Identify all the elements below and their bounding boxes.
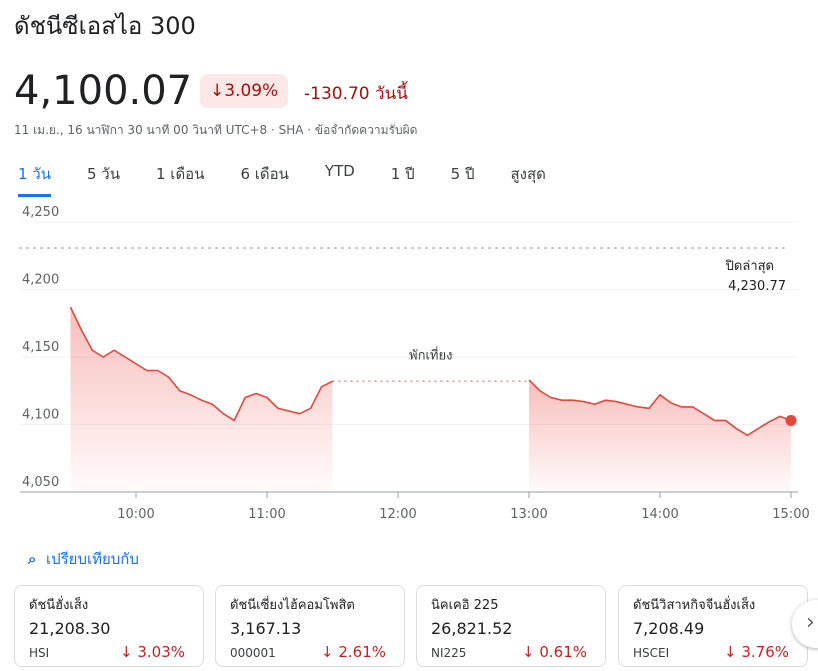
card-change: ↓ 0.61% bbox=[522, 643, 587, 661]
x-tick-label: 15:00 bbox=[772, 507, 809, 522]
compare-card[interactable]: ดัชนีฮั่งเส็ง 21,208.30 HSI ↓ 3.03% bbox=[14, 585, 204, 667]
y-tick-label: 4,200 bbox=[22, 273, 59, 288]
info: 11 เม.ย., 16 นาฬิกา 30 นาที 00 วินาที UT… bbox=[14, 123, 418, 137]
card-price: 7,208.49 bbox=[633, 619, 705, 638]
down-arrow: ↓ bbox=[724, 643, 742, 661]
down-arrow: ↓ bbox=[210, 81, 225, 101]
card-change-value: 3.03% bbox=[137, 643, 185, 661]
price: 4,100.07 bbox=[14, 68, 193, 114]
x-tick-label: 14:00 bbox=[641, 507, 678, 522]
card-change: ↓ 3.03% bbox=[120, 643, 185, 661]
tab[interactable]: YTD bbox=[324, 162, 355, 180]
card-change-value: 0.61% bbox=[539, 643, 587, 661]
annotation: พักเที่ยง bbox=[409, 346, 452, 363]
down-arrow: ↓ bbox=[120, 643, 138, 661]
tab[interactable]: สูงสุด bbox=[510, 165, 546, 183]
down-arrow: ↓ bbox=[522, 643, 540, 661]
card-change: ↓ 2.61% bbox=[321, 643, 386, 661]
change-percent: 3.09% bbox=[224, 81, 279, 101]
change: -130.70 วันนี้ bbox=[304, 80, 408, 107]
change-value: -130.70 bbox=[304, 84, 370, 104]
previous-close-label: ปิดล่าสุด bbox=[725, 259, 774, 274]
card-change-value: 3.76% bbox=[741, 643, 789, 661]
line bbox=[69, 306, 333, 422]
y-tick-label: 4,150 bbox=[22, 340, 59, 355]
card-symbol: HSI bbox=[29, 646, 50, 660]
card-price: 3,167.13 bbox=[230, 619, 302, 638]
tab[interactable]: 1 เดือน bbox=[156, 165, 205, 183]
y-tick-label: 4,050 bbox=[22, 475, 59, 490]
area bbox=[529, 379, 791, 492]
card-symbol: HSCEI bbox=[633, 646, 670, 660]
card-change: ↓ 3.76% bbox=[724, 643, 789, 661]
end-dot bbox=[785, 414, 797, 426]
search-icon: ⌕ bbox=[28, 550, 37, 568]
card-name: ดัชนีฮั่งเส็ง bbox=[29, 598, 89, 613]
previous-close-value: 4,230.77 bbox=[728, 279, 786, 294]
tab[interactable]: 6 เดือน bbox=[240, 165, 289, 183]
change-period: วันนี้ bbox=[375, 84, 408, 104]
chart: 4,050 4,100 4,150 4,200 4,250 10:00 11:00 12:00… bbox=[19, 205, 810, 522]
tab[interactable]: 1 ปี bbox=[390, 165, 415, 183]
title: ดัชนีซีเอสไอ 300 bbox=[14, 12, 196, 40]
x-tick-label: 12:00 bbox=[379, 507, 416, 522]
card-name: ดัชนีเซี่ยงไฮ้คอมโพสิต bbox=[230, 598, 355, 613]
down-arrow: ↓ bbox=[321, 643, 339, 661]
compare[interactable]: ⌕ เปรียบเทียบกับ bbox=[28, 547, 139, 571]
x-tick-label: 11:00 bbox=[248, 507, 285, 522]
card-symbol: NI225 bbox=[431, 646, 467, 660]
card-price: 26,821.52 bbox=[431, 619, 513, 638]
x-tick-label: 10:00 bbox=[117, 507, 154, 522]
change-percent-pill: ↓3.09% bbox=[200, 74, 289, 108]
compare-card[interactable]: ดัชนีเซี่ยงไฮ้คอมโพสิต 3,167.13 000001 ↓ 2.… bbox=[215, 585, 405, 667]
compare-title: เปรียบเทียบกับ bbox=[45, 550, 139, 568]
tab[interactable]: 5 วัน bbox=[87, 165, 120, 183]
area bbox=[70, 307, 333, 492]
y-tick-label: 4,100 bbox=[22, 408, 59, 423]
card-change-value: 2.61% bbox=[338, 643, 386, 661]
y-tick-label: 4,250 bbox=[22, 205, 59, 220]
tab[interactable]: 1 วัน bbox=[18, 160, 51, 197]
card-name: นิคเคอิ 225 bbox=[431, 598, 499, 613]
compare-card[interactable]: นิคเคอิ 225 26,821.52 NI225 ↓ 0.61% bbox=[416, 585, 606, 667]
tabs: 1 วัน 5 วัน 1 เดือน 6 เดือน YTD 1 ปี 5 ปี สูงสุ… bbox=[18, 160, 582, 197]
card-price: 21,208.30 bbox=[29, 619, 111, 638]
x-tick-label: 13:00 bbox=[510, 507, 547, 522]
card-name: ดัชนีวิสาหกิจจีนฮั่งเส็ง bbox=[633, 598, 756, 613]
tab[interactable]: 5 ปี bbox=[450, 165, 475, 183]
compare-card[interactable]: ดัชนีวิสาหกิจจีนฮั่งเส็ง 7,208.49 HSCEI ↓ 3… bbox=[618, 585, 808, 667]
line bbox=[528, 379, 792, 437]
card-symbol: 000001 bbox=[230, 646, 276, 660]
